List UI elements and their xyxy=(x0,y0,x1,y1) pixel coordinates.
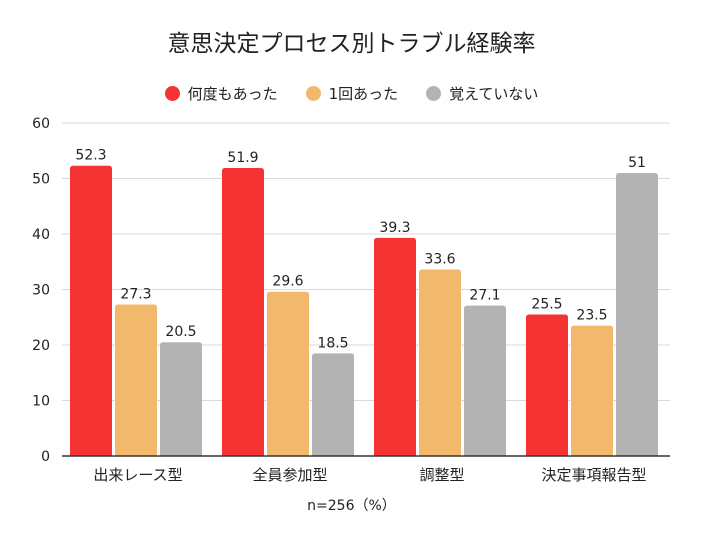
bar xyxy=(312,353,354,456)
x-tick-label: 決定事項報告型 xyxy=(541,466,646,484)
y-tick-label: 60 xyxy=(32,116,50,132)
data-label: 29.6 xyxy=(272,274,303,290)
bar xyxy=(419,269,461,456)
legend-item: 1回あった xyxy=(305,83,399,104)
data-label: 27.3 xyxy=(120,286,151,302)
bar xyxy=(464,305,506,456)
sample-size-note: n=256（%） xyxy=(307,498,396,514)
legend-item: 覚えていない xyxy=(426,83,538,104)
x-tick-label: 全員参加型 xyxy=(252,466,327,484)
legend: 何度もあった 1回あった 覚えていない xyxy=(0,82,703,104)
data-label: 33.6 xyxy=(424,252,455,268)
data-label: 27.1 xyxy=(469,288,500,304)
legend-item: 何度もあった xyxy=(164,83,278,104)
data-label: 25.5 xyxy=(531,296,562,312)
legend-swatch xyxy=(426,85,442,101)
legend-label: 何度もあった xyxy=(187,84,278,103)
bar xyxy=(267,291,309,456)
x-tick-label: 出来レース型 xyxy=(93,466,182,484)
bar xyxy=(374,237,416,456)
legend-swatch xyxy=(305,85,321,101)
data-label: 23.5 xyxy=(576,308,607,324)
bar xyxy=(70,165,112,457)
y-tick-label: 50 xyxy=(32,172,50,188)
data-label: 51.9 xyxy=(227,150,258,166)
y-tick-label: 40 xyxy=(32,227,50,243)
data-label: 39.3 xyxy=(379,220,410,236)
legend-label: 覚えていない xyxy=(449,84,539,103)
legend-label: 1回あった xyxy=(328,84,399,103)
data-label: 52.3 xyxy=(75,148,106,164)
y-tick-label: 20 xyxy=(32,338,50,354)
data-label: 51 xyxy=(628,155,646,171)
y-tick-label: 10 xyxy=(32,394,50,410)
bar xyxy=(160,342,202,456)
data-label: 20.5 xyxy=(165,324,196,340)
bar xyxy=(571,325,613,456)
x-tick-label: 調整型 xyxy=(419,466,464,484)
bar xyxy=(616,172,658,456)
chart-title: 意思決定プロセス別トラブル経験率 xyxy=(167,31,536,57)
data-label: 18.5 xyxy=(317,335,348,351)
y-tick-label: 0 xyxy=(41,449,50,465)
y-tick-label: 30 xyxy=(32,283,50,299)
bar xyxy=(115,304,157,456)
legend-swatch xyxy=(164,85,180,101)
bar xyxy=(222,167,264,456)
bar xyxy=(526,314,568,456)
